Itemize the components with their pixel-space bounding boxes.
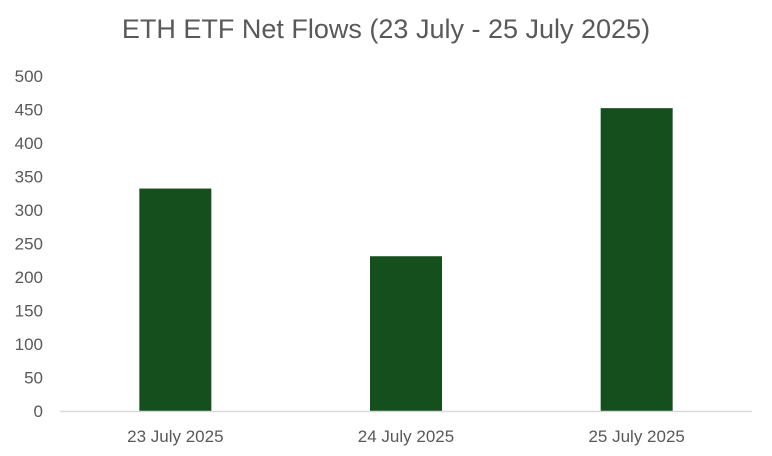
x-tick-label: 25 July 2025 [588,427,684,446]
y-tick-label: 500 [15,67,43,86]
y-tick-label: 150 [15,302,43,321]
y-tick-label: 450 [15,101,43,120]
y-tick-label: 300 [15,201,43,220]
chart-title: ETH ETF Net Flows (23 July - 25 July 202… [121,14,651,44]
bars [139,108,673,411]
y-tick-label: 100 [15,335,43,354]
y-tick-label: 200 [15,268,43,287]
y-tick-label: 250 [15,235,43,254]
bar [370,256,442,411]
bar [139,188,212,411]
y-tick-label: 350 [15,168,43,187]
y-tick-label: 400 [15,134,43,153]
y-axis: 0 50 100 150 200 250 300 350 400 450 500 [15,67,43,421]
bar [600,108,673,411]
x-axis: 23 July 2025 24 July 2025 25 July 2025 [127,427,685,446]
y-tick-label: 0 [34,402,43,421]
y-tick-label: 50 [24,369,43,388]
x-tick-label: 23 July 2025 [127,427,223,446]
x-tick-label: 24 July 2025 [358,427,454,446]
